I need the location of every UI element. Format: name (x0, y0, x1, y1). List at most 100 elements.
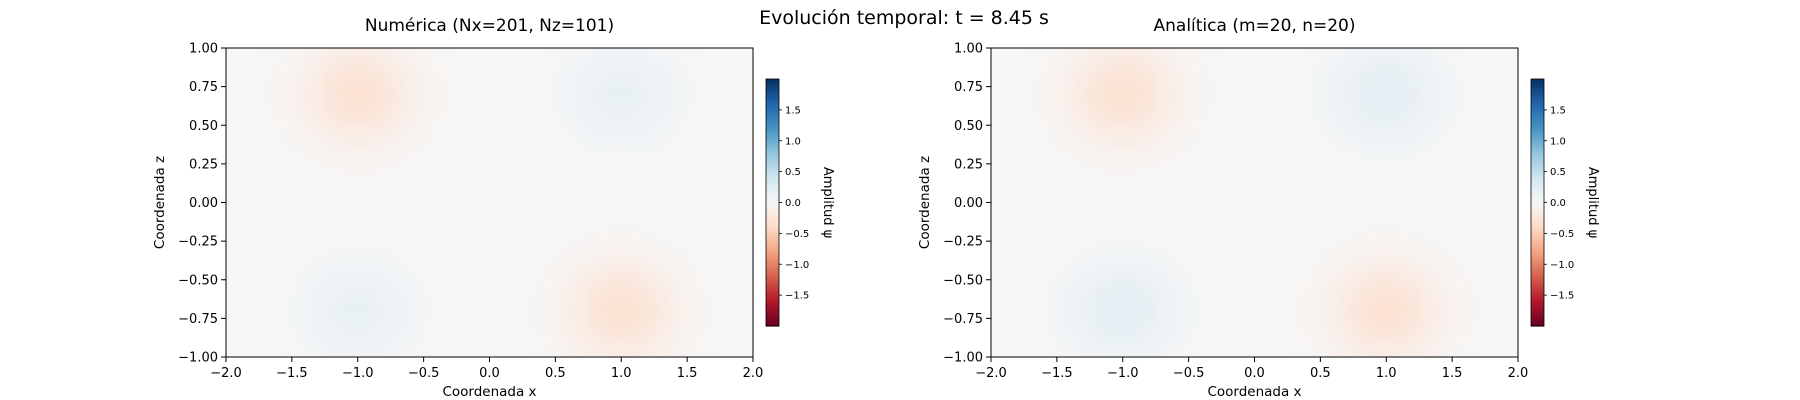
heatmap-cell (1109, 179, 1117, 188)
heatmap-cell (667, 109, 675, 119)
heatmap-cell (687, 86, 695, 95)
heatmap-cell (746, 187, 754, 196)
heatmap-cell (555, 94, 563, 103)
heatmap-cell (1004, 194, 1012, 204)
heatmap-cell (1234, 171, 1242, 180)
colorbar-segment (766, 241, 779, 245)
heatmap-cell (410, 333, 418, 343)
heatmap-cell (1195, 310, 1203, 319)
heatmap-cell (403, 264, 412, 273)
heatmap-cell (1168, 326, 1177, 335)
heatmap-cell (397, 333, 405, 343)
heatmap-cell (239, 225, 247, 234)
heatmap-cell (291, 287, 300, 296)
heatmap-cell (1162, 179, 1170, 188)
heatmap-cell (390, 310, 398, 319)
heatmap-cell (258, 248, 267, 258)
heatmap-cell (1254, 78, 1262, 88)
heatmap-cell (581, 272, 589, 281)
heatmap-cell (318, 279, 326, 289)
heatmap-cell (561, 295, 570, 304)
heatmap-cell (1254, 48, 1262, 57)
heatmap-cell (331, 132, 339, 142)
heatmap-cell (1089, 318, 1097, 327)
heatmap-cell (588, 279, 596, 289)
heatmap-cell (1096, 217, 1104, 227)
heatmap-cell (305, 132, 313, 142)
heatmap-cell (476, 202, 484, 211)
heatmap-cell (515, 272, 524, 281)
heatmap-cell (1102, 55, 1111, 65)
heatmap-cell (700, 94, 708, 103)
heatmap-cell (364, 217, 372, 227)
heatmap-cell (621, 140, 629, 150)
heatmap-cell (344, 341, 352, 350)
heatmap-cell (443, 333, 451, 343)
heatmap-cell (509, 217, 517, 227)
heatmap-cell (436, 318, 444, 327)
heatmap-cell (634, 55, 642, 65)
heatmap-cell (1214, 171, 1223, 180)
heatmap-cell (608, 194, 616, 204)
heatmap-cell (463, 241, 471, 250)
heatmap-cell (720, 71, 728, 80)
heatmap-cell (265, 63, 273, 72)
heatmap-cell (232, 140, 240, 150)
heatmap-cell (634, 94, 642, 103)
heatmap-cell (726, 318, 734, 327)
heatmap-cell (463, 225, 471, 234)
heatmap-cell (502, 333, 510, 343)
heatmap-cell (733, 140, 741, 150)
heatmap-cell (588, 217, 596, 227)
heatmap-cell (1037, 187, 1045, 196)
heatmap-cell (1208, 233, 1216, 242)
heatmap-cell (1142, 326, 1150, 335)
heatmap-cell (687, 148, 695, 157)
heatmap-cell (1228, 140, 1236, 150)
heatmap-cell (614, 333, 622, 343)
heatmap-cell (601, 279, 609, 289)
heatmap-cell (522, 148, 530, 157)
heatmap-cell (687, 318, 695, 327)
heatmap-cell (693, 333, 701, 343)
heatmap-cell (377, 125, 385, 134)
heatmap-cell (1162, 156, 1170, 165)
heatmap-cell (384, 156, 392, 165)
heatmap-cell (272, 117, 280, 126)
heatmap-cell (1023, 163, 1032, 173)
heatmap-cell (456, 125, 464, 134)
heatmap-cell (1208, 171, 1216, 180)
heatmap-cell (318, 272, 326, 281)
heatmap-cell (997, 202, 1005, 211)
heatmap-cell (1056, 78, 1065, 88)
heatmap-cell (693, 326, 701, 335)
heatmap-cell (397, 86, 405, 95)
heatmap-cell (1004, 55, 1012, 65)
heatmap-cell (1122, 349, 1130, 358)
heatmap-cell (542, 187, 550, 196)
heatmap-cell (1162, 333, 1170, 343)
heatmap-cell (403, 125, 412, 134)
heatmap-cell (726, 102, 734, 111)
heatmap-cell (1116, 326, 1124, 335)
heatmap-cell (1162, 264, 1170, 273)
heatmap-cell (680, 256, 688, 265)
heatmap-cell (403, 48, 412, 57)
heatmap-cell (568, 217, 576, 227)
heatmap-cell (1182, 163, 1190, 173)
heatmap-cell (733, 125, 741, 134)
heatmap-cell (1116, 163, 1124, 173)
heatmap-cell (502, 132, 510, 142)
heatmap-cell (515, 117, 524, 126)
heatmap-cell (272, 86, 280, 95)
heatmap-cell (634, 264, 642, 273)
heatmap-cell (1188, 272, 1196, 281)
heatmap-cell (1037, 217, 1045, 227)
heatmap-cell (226, 48, 234, 57)
heatmap-cell (390, 248, 398, 258)
heatmap-cell (351, 318, 359, 327)
heatmap-cell (489, 318, 497, 327)
heatmap-cell (384, 140, 392, 150)
heatmap-cell (285, 48, 293, 57)
heatmap-cell (627, 78, 636, 88)
